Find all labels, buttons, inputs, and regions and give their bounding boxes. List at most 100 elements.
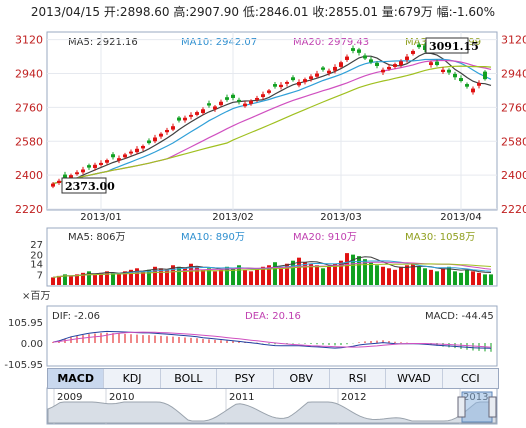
stock-chart: MA5: 2921.16 MA10: 2942.07 MA20: 2979.43 MA… [4,31,526,425]
volume-bar [237,265,241,285]
volume-bar [447,266,451,285]
candle [99,162,103,165]
volume-bar [459,272,463,285]
legend-item: MA20: 2979.43 [293,37,369,48]
volume-bar [351,254,355,285]
candle [321,67,325,70]
volume-bar [159,268,163,285]
volume-bar [441,268,445,285]
volume-bar [267,265,271,285]
navigator-year: 2012 [341,392,366,403]
candle [153,137,157,142]
volume-bar [105,271,109,285]
volume-y-tick: 27 [30,240,43,251]
candle [477,82,481,86]
x-tick: 2013/02 [212,212,254,223]
volume-bar [201,269,205,285]
volume-bar [165,269,169,285]
ma5-line [52,52,492,185]
volume-bar [69,275,73,285]
volume-bar [357,256,361,285]
navigator-year: 2009 [57,392,82,403]
candle [219,101,223,106]
legend-item: DEA: 20.16 [245,311,301,322]
volume-bar [315,265,319,285]
candle [285,81,289,84]
volume-bar [213,271,217,285]
volume-bar [345,253,349,285]
candle [387,66,391,70]
volume-bar [141,271,145,285]
candle [411,50,415,54]
y-tick-right: 2760 [501,101,526,114]
navigator-right-handle[interactable] [488,396,497,418]
y-tick-left: 2220 [15,203,43,216]
volume-bar [273,262,277,285]
candle [255,97,259,100]
candle [249,100,253,104]
indicator-tabs: MACD KDJ BOLL PSY OBV RSI WVAD CCI [47,368,499,389]
volume-bar [93,274,97,285]
tab-psy[interactable]: PSY [217,369,274,388]
volume-bar [381,266,385,285]
tab-obv[interactable]: OBV [274,369,330,388]
candle [213,106,217,110]
candle [471,88,475,93]
volume-bar [87,271,91,285]
volume-bar [423,268,427,285]
legend-item: MA5: 2921.16 [68,37,138,48]
candle [117,158,121,161]
volume-bar [489,274,493,285]
candle [177,117,181,121]
volume-bar [183,268,187,285]
volume-y-tick: 7 [37,270,43,281]
candle [435,61,439,66]
candle [279,84,283,88]
y-tick-right: 2220 [501,203,526,216]
candle [135,148,139,153]
candle [171,126,175,130]
volume-bar [387,268,391,285]
y-tick-left: 3120 [15,34,43,47]
volume-unit: ×百万 [22,290,50,302]
candle [375,62,379,66]
volume-bar [471,271,475,285]
y-tick-right: 2400 [501,169,526,182]
volume-bar [51,277,55,285]
candle [327,70,331,74]
candle [315,73,319,77]
candle [81,169,85,173]
tab-macd[interactable]: MACD [48,369,105,388]
macd-y-tick: 105.95 [8,318,43,329]
volume-bar [249,271,253,285]
navigator-selection[interactable] [461,391,493,423]
y-tick-left: 2580 [15,135,43,148]
tab-cci[interactable]: CCI [461,372,480,385]
volume-bar [111,272,115,285]
candle [225,97,229,100]
tab-rsi[interactable]: RSI [330,369,387,388]
volume-bar [333,263,337,285]
tab-kdj[interactable]: KDJ [104,369,161,388]
candle [267,90,271,93]
candle [51,183,55,187]
candle [405,56,409,60]
candle [303,79,307,83]
volume-bar [483,274,487,285]
navigator-year: 2011 [229,392,254,403]
tab-wvad[interactable]: WVAD [386,369,443,388]
dea-line [52,331,492,348]
macd-y-tick: -105.95 [4,360,43,371]
volume-bar [129,269,133,285]
navigator-left-handle[interactable] [457,396,466,418]
y-tick-right: 3120 [501,34,526,47]
candle [351,48,355,51]
x-tick: 2013/03 [320,212,362,223]
candle [465,84,469,87]
candle [345,56,349,60]
volume-bar [453,271,457,285]
candle [69,175,73,178]
tab-boll[interactable]: BOLL [161,369,218,388]
candle [123,154,127,158]
candle [201,109,205,114]
